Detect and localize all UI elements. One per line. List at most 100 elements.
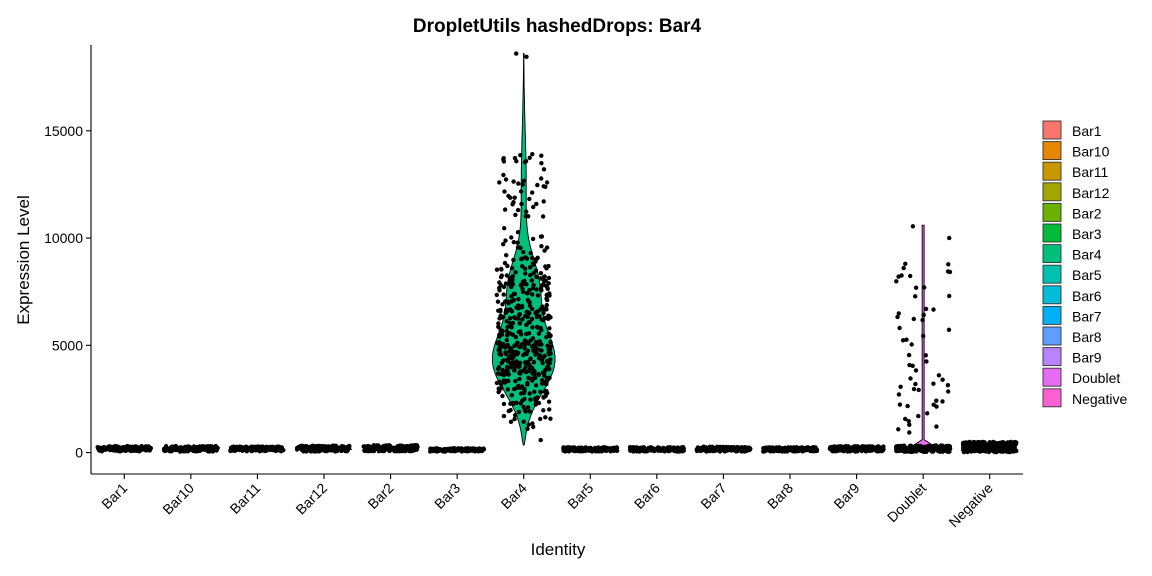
data-point-bar10 (170, 444, 175, 449)
data-point-bar4 (494, 267, 500, 272)
data-point-bar9 (880, 447, 886, 453)
data-point-bar7 (726, 447, 732, 453)
legend-label-bar8: Bar8 (1072, 329, 1102, 345)
data-point-bar4 (538, 437, 543, 443)
data-point-bar4 (542, 315, 548, 321)
data-point-doublet (906, 352, 912, 358)
data-point-doublet (899, 273, 904, 278)
data-point-bar4 (504, 319, 509, 324)
data-point-bar4 (535, 293, 541, 298)
data-point-doublet (903, 261, 908, 266)
data-point-bar12 (329, 444, 335, 449)
data-point-bar4 (497, 379, 502, 385)
data-point-doublet (908, 444, 914, 449)
data-point-bar6 (638, 448, 643, 454)
legend-label-bar2: Bar2 (1072, 205, 1102, 221)
data-point-bar4 (495, 371, 501, 376)
data-point-bar8 (761, 449, 767, 454)
data-point-doublet (940, 377, 945, 382)
data-point-bar4 (536, 356, 542, 361)
data-point-bar4 (530, 255, 535, 261)
x-tick-label-bar2: Bar2 (364, 480, 396, 512)
data-point-bar4 (512, 368, 517, 373)
data-point-bar4 (525, 382, 530, 387)
data-point-bar4 (496, 347, 501, 353)
data-point-bar4 (529, 278, 534, 283)
data-point-bar4 (534, 201, 539, 207)
data-point-negative (981, 447, 987, 452)
data-point-bar3 (455, 448, 460, 453)
data-point-doublet (940, 399, 945, 404)
data-point-bar4 (541, 408, 546, 413)
data-point-bar4 (548, 339, 553, 345)
data-point-bar4 (548, 315, 553, 320)
data-point-bar8 (806, 446, 811, 451)
data-point-bar4 (528, 273, 533, 278)
data-point-bar4 (527, 196, 532, 202)
data-point-bar3 (429, 447, 434, 453)
data-point-bar7 (710, 448, 715, 454)
data-point-bar5 (583, 445, 588, 450)
data-point-bar4 (515, 230, 521, 235)
data-point-bar4 (506, 331, 511, 336)
data-point-bar2 (362, 444, 367, 449)
data-point-bar4 (545, 343, 550, 348)
data-point-bar4 (515, 207, 521, 213)
data-point-doublet (946, 262, 951, 267)
data-point-bar4 (524, 282, 529, 287)
data-point-bar11 (237, 445, 243, 451)
data-point-bar4 (507, 275, 512, 281)
data-point-doublet (907, 430, 912, 435)
data-point-bar4 (533, 398, 538, 403)
data-point-bar4 (539, 234, 545, 239)
data-point-bar4 (527, 155, 532, 160)
data-point-bar4 (496, 364, 502, 370)
data-point-bar8 (763, 445, 768, 450)
data-point-bar11 (260, 447, 265, 452)
data-point-bar4 (501, 413, 507, 419)
data-point-negative (993, 449, 998, 455)
data-point-bar4 (513, 342, 518, 348)
data-point-bar4 (527, 409, 532, 414)
data-point-doublet (895, 314, 900, 320)
data-point-bar2 (368, 448, 373, 454)
data-point-bar4 (533, 383, 539, 388)
data-point-bar4 (501, 242, 506, 247)
data-point-bar4 (526, 422, 531, 427)
data-point-bar4 (512, 155, 518, 161)
data-point-bar12 (333, 445, 339, 450)
data-point-bar4 (520, 317, 525, 322)
data-point-bar12 (337, 446, 342, 451)
legend-label-bar12: Bar12 (1072, 185, 1110, 201)
data-point-bar4 (546, 275, 552, 281)
data-point-bar4 (539, 161, 544, 166)
data-point-bar8 (812, 448, 817, 454)
data-point-bar4 (535, 255, 540, 260)
data-point-bar4 (515, 350, 521, 356)
data-point-bar4 (513, 334, 519, 340)
data-point-bar2 (381, 443, 386, 449)
data-point-bar4 (504, 309, 510, 314)
data-point-negative (970, 448, 975, 453)
data-point-bar4 (528, 250, 533, 256)
data-point-doublet (923, 306, 929, 312)
y-axis-title: Expression Level (14, 195, 33, 324)
data-point-bar4 (522, 346, 527, 351)
data-point-doublet (901, 265, 906, 271)
data-point-bar4 (519, 201, 524, 207)
data-point-bar4 (547, 326, 552, 331)
data-point-bar4 (539, 153, 544, 158)
data-point-doublet (916, 413, 921, 419)
data-point-bar4 (504, 371, 509, 376)
data-point-bar4 (514, 51, 519, 56)
data-point-doublet (947, 235, 952, 241)
data-point-bar4 (509, 363, 514, 369)
legend-label-bar9: Bar9 (1072, 350, 1102, 366)
legend-label-bar10: Bar10 (1072, 144, 1110, 160)
data-point-doublet (946, 389, 951, 394)
data-point-bar4 (499, 332, 504, 337)
data-point-bar10 (192, 448, 197, 454)
data-point-bar1 (144, 444, 149, 449)
data-point-doublet (913, 368, 919, 373)
data-point-bar6 (675, 446, 680, 451)
